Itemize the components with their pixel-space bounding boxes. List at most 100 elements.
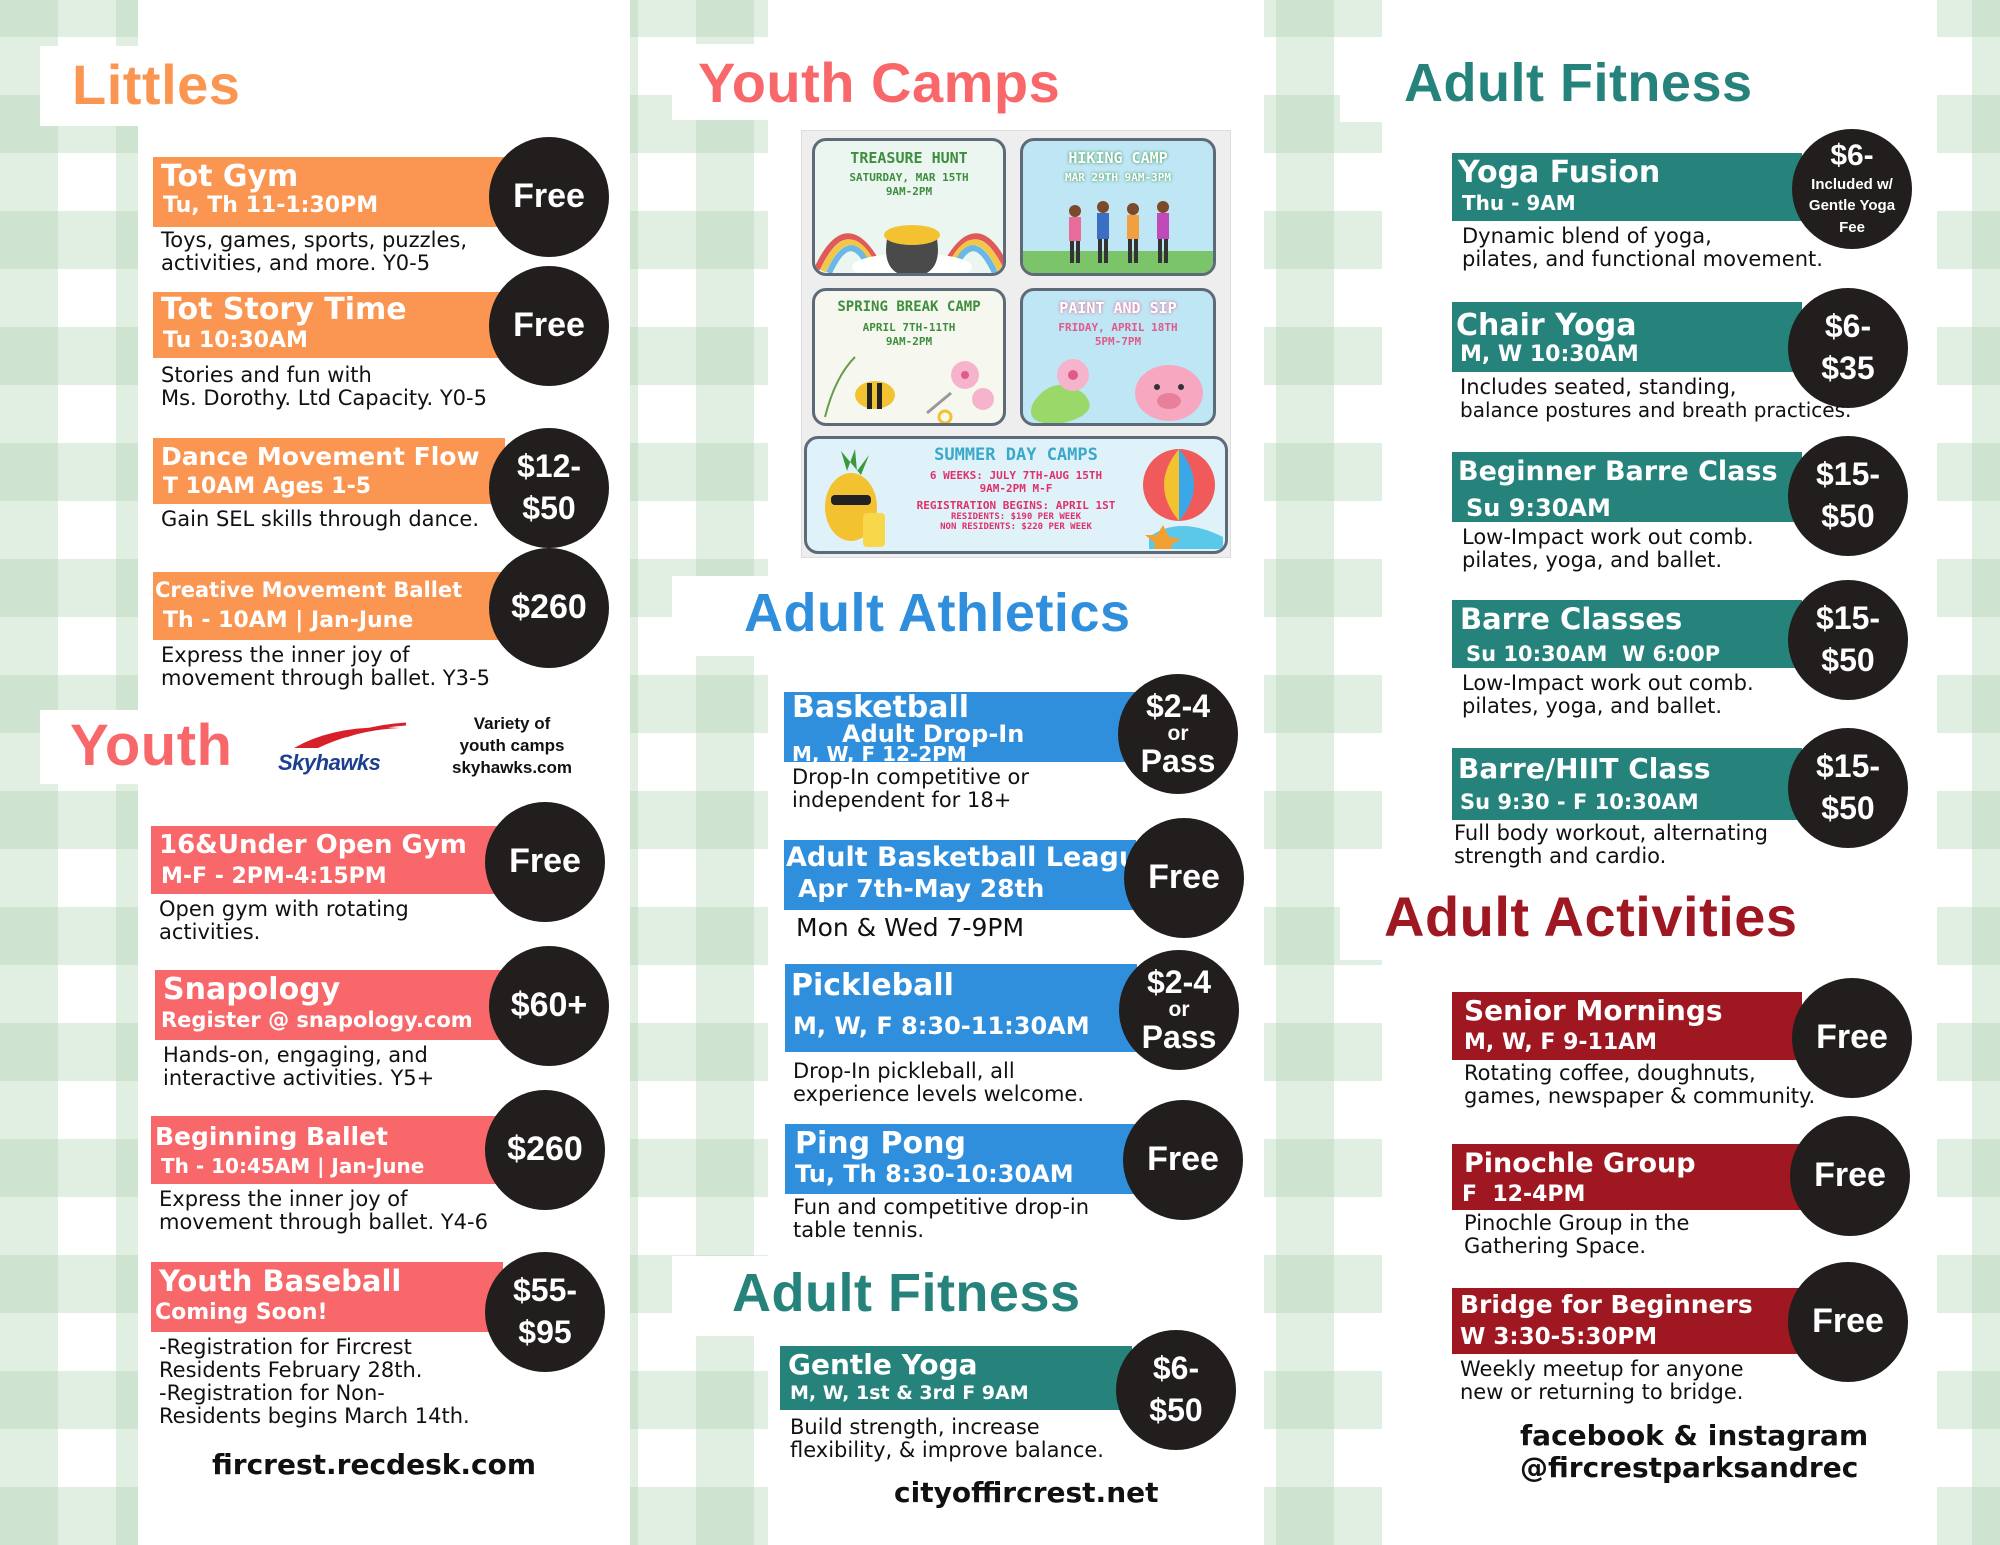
dance-bar: Dance Movement Flow T 10AM Ages 1-5 <box>153 438 505 504</box>
senior-mornings-bar: Senior Mornings M, W, F 9-11AM <box>1452 992 1802 1060</box>
hiking-camp-date: MAR 29TH 9AM-3PM <box>1065 171 1171 184</box>
basketball-league-card: Adult Basketball League Apr 7th-May 28th… <box>784 818 1244 950</box>
beginner-barre-price-badge: $15- $50 <box>1788 436 1908 556</box>
gentle-yoga-title: Gentle Yoga <box>788 1348 978 1381</box>
yoga-fusion-title: Yoga Fusion <box>1458 155 1661 190</box>
barre-classes-description: Low-Impact work out comb. pilates, yoga, … <box>1462 671 1754 718</box>
littles-header-band <box>40 46 630 126</box>
pickleball-card: Pickleball M, W, F 8:30-11:30AM $2-4 or Pa… <box>785 950 1245 1114</box>
tot-gym-title: Tot Gym <box>161 159 299 194</box>
pinochle-price-badge: Free <box>1790 1116 1910 1236</box>
chair-yoga-bar: Chair Yoga M, W 10:30AM <box>1452 302 1802 372</box>
rainbow-icon <box>815 225 1003 273</box>
pinochle-card: Pinochle Group F 12-4PM Free Pinochle Gr… <box>1452 1116 1922 1264</box>
ping-pong-price-badge: Free <box>1123 1100 1243 1220</box>
bridge-title: Bridge for Beginners <box>1460 1290 1753 1319</box>
youth-baseball-title: Youth Baseball <box>159 1264 402 1298</box>
basketball-dropin: Adult Drop-In <box>842 720 1025 748</box>
snapology-register: Register @ snapology.com <box>161 1008 473 1032</box>
gentle-yoga-card: Gentle Yoga M, W, 1st & 3rd F 9AM $6- $50… <box>780 1330 1240 1466</box>
skyhawks-swoosh-icon <box>294 722 407 748</box>
creative-schedule: Th - 10AM | Jan-June <box>163 608 414 633</box>
youth-baseball-card: Youth Baseball Coming Soon! $55- $95 -Reg… <box>151 1252 607 1442</box>
pickleball-title: Pickleball <box>791 968 954 1003</box>
pinochle-schedule: F 12-4PM <box>1462 1182 1586 1207</box>
yoga-fusion-schedule: Thu - 9AM <box>1462 191 1576 215</box>
bridge-card: Bridge for Beginners W 3:30-5:30PM Free … <box>1452 1262 1922 1408</box>
adult-fitness-mid-heading: Adult Fitness <box>732 1263 1081 1323</box>
barre-classes-price-badge: $15- $50 <box>1788 580 1908 700</box>
basketball-schedule: M, W, F 12-2PM <box>792 742 967 762</box>
gentle-yoga-price-badge: $6- $50 <box>1116 1330 1236 1450</box>
pickleball-description: Drop-In pickleball, all experience levels… <box>793 1059 1084 1106</box>
beginner-barre-description: Low-Impact work out comb. pilates, yoga, … <box>1462 525 1754 572</box>
yoga-fusion-card: Yoga Fusion Thu - 9AM $6- Included w/Gent… <box>1452 129 1922 273</box>
pickleball-bar: Pickleball M, W, F 8:30-11:30AM <box>785 964 1137 1052</box>
bridge-description: Weekly meetup for anyone new or returning… <box>1460 1357 1744 1404</box>
pickleball-schedule: M, W, F 8:30-11:30AM <box>793 1012 1090 1040</box>
basketball-league-dates: Apr 7th-May 28th <box>798 874 1045 903</box>
social-media-handle[interactable]: facebook & instagram @fircrestparksandre… <box>1520 1419 1869 1484</box>
yoga-fusion-description: Dynamic blend of yoga, pilates, and funct… <box>1462 224 1823 271</box>
skyhawks-link[interactable]: skyhawks.com <box>451 758 572 777</box>
gentle-yoga-description: Build strength, increase flexibility, & i… <box>790 1415 1104 1462</box>
hiking-camp-title: HIKING CAMP <box>1068 149 1168 167</box>
beginner-barre-schedule: Su 9:30AM <box>1466 494 1611 522</box>
youth-baseball-status: Coming Soon! <box>155 1300 328 1325</box>
basketball-bar: Basketball Adult Drop-In M, W, F 12-2PM <box>784 692 1136 762</box>
summer-day-camps[interactable]: SUMMER DAY CAMPS 6 WEEKS: JULY 7TH-AUG 1… <box>804 436 1228 554</box>
ping-pong-title: Ping Pong <box>795 1126 966 1161</box>
hiking-camp[interactable]: HIKING CAMP MAR 29TH 9AM-3PM <box>1020 138 1216 276</box>
open-gym-price-badge: Free <box>485 802 605 922</box>
open-gym-bar: 16&Under Open Gym M-F - 2PM-4:15PM <box>151 826 503 894</box>
beginning-ballet-description: Express the inner joy of movement through… <box>159 1187 488 1234</box>
chair-yoga-schedule: M, W 10:30AM <box>1460 342 1639 367</box>
fitness-right-header-band <box>1340 46 1937 122</box>
beginner-barre-title: Beginner Barre Class <box>1458 456 1778 487</box>
ping-pong-description: Fun and competitive drop-in table tennis. <box>793 1195 1090 1242</box>
barre-classes-schedule: Su 10:30AM W 6:00P <box>1466 642 1721 666</box>
bridge-price-badge: Free <box>1788 1262 1908 1382</box>
adult-fitness-heading: Adult Fitness <box>1404 53 1753 113</box>
spring-break-date: APRIL 7TH-11TH 9AM-2PM <box>862 321 956 348</box>
ping-pong-schedule: Tu, Th 8:30-10:30AM <box>795 1160 1074 1188</box>
beginning-ballet-title: Beginning Ballet <box>155 1122 389 1151</box>
senior-mornings-schedule: M, W, F 9-11AM <box>1464 1030 1658 1055</box>
chair-yoga-card: Chair Yoga M, W 10:30AM $6- $35 Includes … <box>1452 288 1922 422</box>
paint-and-sip-date: FRIDAY, APRIL 18TH 5PM-7PM <box>1058 321 1178 348</box>
open-gym-title: 16&Under Open Gym <box>159 830 467 860</box>
city-of-fircrest-link[interactable]: cityoffircrest.net <box>894 1476 1159 1509</box>
spring-break-camp[interactable]: SPRING BREAK CAMP APRIL 7TH-11TH 9AM-2PM <box>812 288 1006 426</box>
senior-mornings-card: Senior Mornings M, W, F 9-11AM Free Rota… <box>1452 978 1922 1112</box>
fitness-mid-header-band <box>672 1256 1264 1336</box>
open-gym-description: Open gym with rotating activities. <box>159 897 409 944</box>
youth-baseball-description: -Registration for Fircrest Residents Febr… <box>159 1335 470 1428</box>
paint-and-sip-camp[interactable]: PAINT AND SIP FRIDAY, APRIL 18TH 5PM-7PM <box>1020 288 1216 426</box>
snapology-description: Hands-on, engaging, and interactive activ… <box>163 1043 435 1090</box>
basketball-description: Drop-In competitive or independent for 18… <box>792 765 1030 812</box>
basketball-league-title: Adult Basketball League <box>786 842 1136 873</box>
barre-hiit-title: Barre/HIIT Class <box>1458 752 1711 785</box>
treasure-hunt-camp[interactable]: TREASURE HUNT SATURDAY, MAR 15TH 9AM-2PM <box>812 138 1006 276</box>
fircrest-recdesk-link[interactable]: fircrest.recdesk.com <box>212 1448 537 1481</box>
pinochle-description: Pinochle Group in the Gathering Space. <box>1464 1211 1690 1258</box>
basketball-card: Basketball Adult Drop-In M, W, F 12-2PM … <box>784 674 1244 812</box>
youth-baseball-price-badge: $55- $95 <box>485 1252 605 1372</box>
dance-price-badge: $12- $50 <box>489 428 609 548</box>
snapology-title: Snapology <box>163 972 341 1007</box>
basketball-price-badge: $2-4 or Pass <box>1118 674 1238 794</box>
adult-athletics-heading: Adult Athletics <box>744 583 1131 643</box>
creative-bar: Creative Movement Ballet Th - 10AM | Jan… <box>153 572 505 640</box>
dance-card: Dance Movement Flow T 10AM Ages 1-5 $12-… <box>153 428 609 548</box>
pineapple-icon <box>825 449 885 547</box>
camps-header-band <box>672 44 1264 120</box>
basketball-league-description: Mon & Wed 7-9PM <box>796 913 1025 942</box>
pinochle-bar: Pinochle Group F 12-4PM <box>1452 1144 1802 1210</box>
barre-hiit-price-badge: $15- $50 <box>1788 728 1908 848</box>
basketball-league-bar: Adult Basketball League Apr 7th-May 28th <box>784 840 1136 910</box>
skyhawks-logo[interactable]: Skyhawks <box>276 722 410 778</box>
chair-yoga-price-badge: $6- $35 <box>1788 288 1908 408</box>
bridge-bar: Bridge for Beginners W 3:30-5:30PM <box>1452 1288 1802 1354</box>
tot-story-card: Tot Story Time Tu 10:30AM Free Stories a… <box>153 266 609 412</box>
basketball-league-price-badge: Free <box>1124 818 1244 938</box>
